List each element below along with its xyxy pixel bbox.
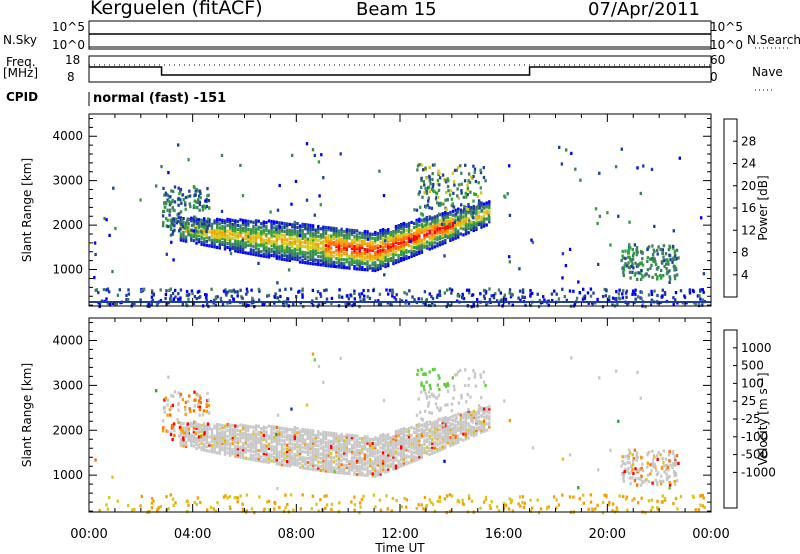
panel-1-frame: [88, 113, 712, 307]
panel-2-frame: [88, 317, 712, 513]
date-title: 07/Apr/2011: [588, 0, 700, 20]
nave-label: Nave: [752, 65, 783, 79]
panel-2-ytick-label: 2000: [52, 423, 83, 437]
x-tick-label: 12:00: [381, 527, 418, 542]
velocity-colorbar-tick-label: 25: [741, 394, 756, 408]
cpid-value: normal (fast) -151: [93, 91, 227, 106]
x-tick-label: 00:00: [692, 527, 729, 542]
freq-tick-top: 18: [65, 53, 81, 67]
nsearch-tick-top: 10^5: [710, 20, 743, 34]
nsky-tick-bottom: 10^0: [52, 38, 85, 52]
nsearch-label: N.Search: [747, 33, 800, 47]
nsearch-tick-bottom: 10^0: [710, 38, 743, 52]
freq-panel-frame: [88, 55, 712, 83]
power-colorbar-tick-label: 12: [741, 223, 756, 237]
x-tick-label: 16:00: [485, 527, 522, 542]
power-colorbar-tick-label: 24: [741, 157, 756, 171]
velocity-cells: [94, 352, 706, 515]
x-axis-label: Time UT: [374, 541, 425, 554]
velocity-colorbar-tick-label: -100: [741, 430, 768, 444]
velocity-colorbar-tick-label: -500: [741, 448, 768, 462]
freq-tick-bottom: 8: [67, 70, 75, 84]
freq-label-line1: Freq.: [6, 55, 36, 69]
nsky-tick-top: 10^5: [52, 20, 85, 34]
velocity-colorbar-title: Velocity [m s⁻¹]: [756, 372, 770, 465]
panel-1-ytick-label: 4000: [52, 129, 83, 143]
power-cells: [89, 142, 711, 309]
beam-title: Beam 15: [356, 0, 437, 20]
x-tick-label: 08:00: [278, 527, 315, 542]
nave-tick-top: 60: [710, 53, 726, 67]
power-colorbar-tick-label: 8: [741, 246, 749, 260]
panel-1-ylabel: Slant Range [km]: [20, 158, 34, 262]
power-colorbar-tick-label: 4: [741, 268, 749, 282]
freq-label-line2: [MHz]: [3, 66, 39, 80]
cpid-label: CPID: [6, 90, 39, 104]
velocity-colorbar-tick-label: 500: [741, 359, 764, 373]
panel-2-ytick-label: 3000: [52, 378, 83, 392]
panel-1-ytick-label: 3000: [52, 174, 83, 188]
velocity-colorbar-tick-label: -1000: [741, 465, 776, 479]
nsky-panel-frame: [88, 20, 712, 50]
x-tick-label: 20:00: [589, 527, 626, 542]
nsky-label: N.Sky: [3, 33, 38, 47]
power-colorbar-tick-label: 20: [741, 179, 756, 193]
x-tick-label: 04:00: [174, 527, 211, 542]
power-colorbar-tick-label: 28: [741, 134, 756, 148]
panel-1-ytick-label: 2000: [52, 218, 83, 232]
velocity-colorbar-tick-label: 100: [741, 376, 764, 390]
velocity-colorbar-tick-label: 1000: [741, 341, 772, 355]
nave-tick-bottom: 0: [710, 70, 718, 84]
panel-2-ytick-label: 4000: [52, 333, 83, 347]
freq-trace: [89, 66, 711, 76]
power-colorbar-tick-label: 16: [741, 201, 756, 215]
panel-1-ytick-label: 1000: [52, 263, 83, 277]
panel-2-ytick-label: 1000: [52, 468, 83, 482]
panel-2-ylabel: Slant Range [km]: [20, 363, 34, 467]
power-colorbar-title: Power [dB]: [756, 175, 770, 240]
x-tick-label: 00:00: [70, 527, 107, 542]
velocity-colorbar-tick-label: -25: [741, 412, 761, 426]
station-title: Kerguelen (fitACF): [90, 0, 263, 19]
